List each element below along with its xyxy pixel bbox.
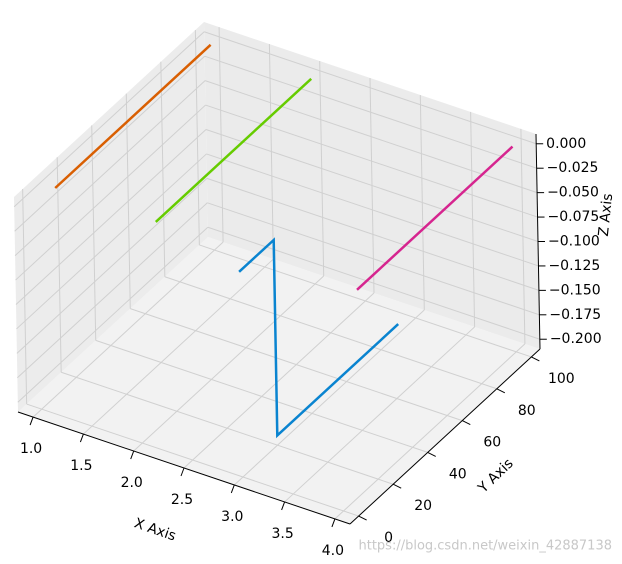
grid-line <box>95 339 428 453</box>
x-tick <box>230 484 235 494</box>
grid-line <box>206 177 540 291</box>
y-tick-label: 40 <box>449 466 467 482</box>
z-tick-label: −0.125 <box>548 258 600 274</box>
x-tick <box>331 518 336 528</box>
y-tick-label: 80 <box>518 403 536 419</box>
y-tick <box>358 515 367 521</box>
y-axis-label: Y Axis <box>475 456 517 497</box>
data-line <box>54 43 212 189</box>
x-tick-label: 2.0 <box>121 475 143 491</box>
x-tick-label: 1.0 <box>20 441 42 457</box>
x-tick <box>29 416 34 426</box>
grid-line <box>17 202 208 379</box>
y-tick-label: 60 <box>483 435 501 451</box>
grid-line <box>206 153 539 267</box>
z-axis-label: Z Axis <box>596 193 616 238</box>
x-tick-label: 1.5 <box>70 458 92 474</box>
z-tick-label: −0.100 <box>548 234 600 250</box>
data-line <box>356 145 514 291</box>
grid-line <box>15 129 207 305</box>
grid-line <box>233 309 425 486</box>
y-tick-label: 100 <box>548 371 575 387</box>
z-axis-line <box>535 133 541 350</box>
z-tick-label: −0.025 <box>547 160 599 176</box>
grid-line <box>284 326 475 503</box>
y-tick <box>462 420 471 426</box>
x-tick <box>79 433 84 443</box>
y-tick-label: 20 <box>414 498 432 514</box>
y-tick-label: 0 <box>384 530 393 546</box>
x-tick <box>180 467 185 477</box>
x-tick <box>130 450 135 460</box>
x-axis-label: X Axis <box>132 515 178 544</box>
grid-line <box>204 31 537 145</box>
grid-line <box>15 104 206 281</box>
grid-line <box>16 177 208 354</box>
grid-line <box>164 276 497 390</box>
y-tick <box>496 388 506 394</box>
x-tick-label: 2.5 <box>171 492 193 508</box>
x-tick-label: 3.5 <box>271 526 293 542</box>
grid-line <box>207 202 540 316</box>
grid-line <box>83 258 274 435</box>
data-line <box>154 77 313 223</box>
x-axis-line <box>17 411 351 525</box>
z-tick-label: −0.175 <box>549 307 601 323</box>
grid-line <box>204 55 537 169</box>
x-tick <box>281 501 286 511</box>
x-tick-label: 3.0 <box>221 509 243 525</box>
grid-line <box>32 241 224 418</box>
x-tick-label: 4.0 <box>322 543 344 559</box>
grid-line <box>17 226 209 403</box>
y-tick <box>427 451 436 457</box>
data-line <box>238 237 400 439</box>
grid-line <box>14 80 206 257</box>
z-tick-label: −0.075 <box>548 209 600 225</box>
grid-line <box>183 292 375 469</box>
grid-line <box>61 371 394 485</box>
grid-line <box>207 226 540 340</box>
grid-line <box>13 31 205 208</box>
grid-line <box>130 308 463 422</box>
z-tick-label: −0.150 <box>549 282 601 298</box>
y-tick <box>531 356 540 362</box>
grid-line <box>205 129 539 242</box>
z-tick-label: −0.200 <box>550 331 602 347</box>
grid-line <box>133 275 325 452</box>
y-axis-line <box>349 348 541 525</box>
grid-line <box>199 244 532 358</box>
grid-line <box>16 153 207 330</box>
z-tick-label: 0.000 <box>546 136 586 152</box>
y-tick <box>392 483 402 489</box>
grid-line <box>14 55 205 232</box>
grid-line <box>334 343 526 520</box>
grid-line <box>26 403 359 517</box>
z-tick-label: −0.050 <box>547 185 599 201</box>
watermark: https://blog.csdn.net/weixin_42887138 <box>358 539 612 554</box>
